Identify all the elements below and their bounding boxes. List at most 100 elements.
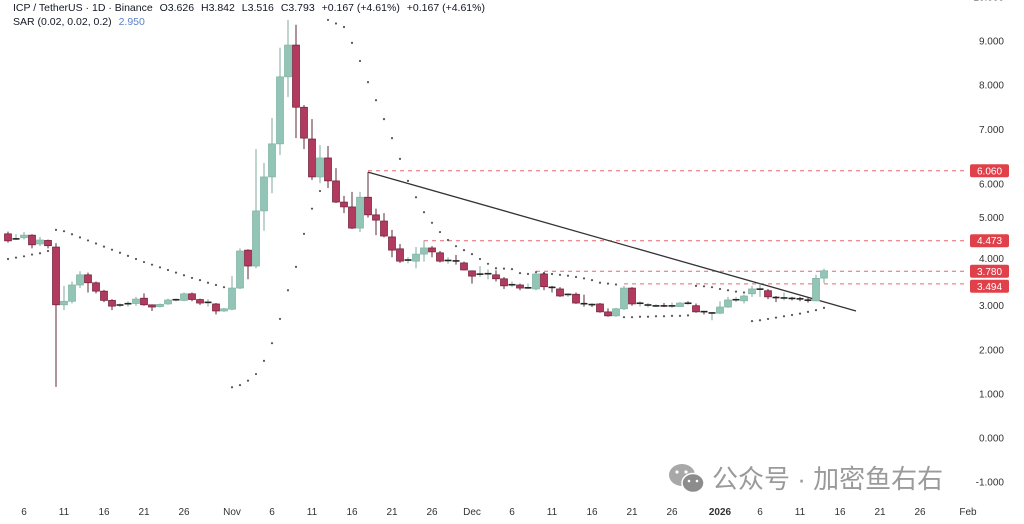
sar-dot xyxy=(638,315,642,318)
sar-dot xyxy=(726,289,730,292)
sar-dot xyxy=(78,236,82,239)
sar-dot xyxy=(14,256,18,259)
candle-body xyxy=(820,270,828,279)
candle-body xyxy=(684,302,692,305)
sar-dot xyxy=(54,228,58,231)
price-axis[interactable]: 10.000 9.000 8.000 7.000 6.000 5.000 4.000 3.00… xyxy=(973,0,1004,489)
candle-body xyxy=(596,303,604,313)
sar-dot xyxy=(462,249,466,252)
candle-body xyxy=(44,240,52,247)
candle-body xyxy=(36,239,44,245)
candle-body xyxy=(724,299,732,308)
candle-body xyxy=(404,259,412,261)
sar-dot xyxy=(454,245,458,248)
candle-body xyxy=(372,214,380,221)
sar-dot xyxy=(822,306,826,310)
sar-dot xyxy=(478,257,482,261)
sar-dot xyxy=(582,277,586,280)
candle-body xyxy=(68,284,76,302)
candle-body xyxy=(700,310,708,313)
sar-dot xyxy=(742,291,746,294)
sar-dot xyxy=(230,386,234,389)
open-value: O3.626 xyxy=(159,2,195,14)
sar-dot xyxy=(614,283,618,286)
candle-body xyxy=(748,288,756,295)
time-tick-label: 11 xyxy=(59,507,70,518)
sar-dot xyxy=(502,267,506,270)
sar-dot xyxy=(806,310,810,313)
sar-dot xyxy=(446,238,450,242)
price-tick-label: 3.000 xyxy=(979,301,1004,312)
sar-dot xyxy=(278,317,282,321)
candle-body xyxy=(532,273,540,290)
price-tick-label: 7.000 xyxy=(979,125,1004,136)
candle-body xyxy=(508,283,516,286)
candle-body xyxy=(676,302,684,307)
candle-body xyxy=(740,295,748,302)
time-tick-label: 21 xyxy=(138,507,150,518)
candle-body xyxy=(444,259,452,262)
candle-body xyxy=(172,298,180,301)
candle-body xyxy=(108,300,116,307)
sar-dot xyxy=(734,290,738,293)
wechat-icon xyxy=(669,464,705,494)
candle-body xyxy=(116,304,124,306)
time-tick-label: Dec xyxy=(463,507,481,518)
sar-dot xyxy=(166,268,170,272)
sar-dot xyxy=(766,317,770,321)
candle-body xyxy=(812,278,820,302)
level-price-labels: 6.060 4.473 3.780 3.494 xyxy=(970,164,1009,293)
sar-dot xyxy=(606,282,610,285)
time-tick-label: 16 xyxy=(98,507,110,518)
sar-dot xyxy=(222,286,226,289)
candle-body xyxy=(660,305,668,307)
candle-body xyxy=(276,76,284,145)
candle-body xyxy=(332,180,340,203)
time-tick-label: 11 xyxy=(547,507,558,518)
sar-dot xyxy=(470,253,474,256)
candle-body xyxy=(620,287,628,310)
candle-body xyxy=(564,293,572,296)
sar-dot xyxy=(318,189,322,193)
time-tick-label: 26 xyxy=(426,507,438,518)
time-tick-label: Feb xyxy=(959,507,977,518)
candle-body xyxy=(452,260,460,262)
sar-dot xyxy=(246,379,250,382)
time-tick-label: 26 xyxy=(178,507,190,518)
candle-body xyxy=(140,297,148,306)
candle-body xyxy=(484,272,492,275)
sar-dot xyxy=(782,315,786,318)
sar-dot xyxy=(238,383,242,387)
candle-body xyxy=(548,286,556,289)
level-label-box xyxy=(970,279,1009,293)
time-tick-label: 6 xyxy=(757,507,763,518)
trendline[interactable] xyxy=(367,171,857,312)
candle-body xyxy=(204,301,212,304)
price-tick-label: 2.000 xyxy=(979,345,1004,356)
level-label: 3.494 xyxy=(977,282,1002,293)
candle-body xyxy=(324,157,332,182)
candle-body xyxy=(92,282,100,292)
candle-body xyxy=(428,247,436,253)
candle-body xyxy=(500,278,508,287)
candle-body xyxy=(284,44,292,78)
time-tick-label: 16 xyxy=(346,507,358,518)
time-tick-label: 21 xyxy=(626,507,638,518)
sar-dot xyxy=(174,271,178,274)
sar-dot xyxy=(630,316,634,319)
candle-body xyxy=(708,312,716,314)
sar-dot xyxy=(206,281,210,284)
candle-body xyxy=(628,287,636,305)
time-axis[interactable]: 6 11 16 21 26 Nov 6 11 16 21 26 Dec 6 11 16 21 26 2026 6 11… xyxy=(21,507,977,518)
candle-body xyxy=(644,304,652,306)
candle-body xyxy=(788,297,796,300)
sar-dot xyxy=(358,59,362,63)
symbol-title: ICP / TetherUS · 1D · Binance xyxy=(13,2,153,14)
high-value: H3.842 xyxy=(200,2,235,14)
sar-dot xyxy=(366,81,370,84)
candle-body xyxy=(180,293,188,301)
candle-body xyxy=(228,287,236,310)
sar-dot xyxy=(190,276,194,280)
sar-dot xyxy=(70,233,74,236)
